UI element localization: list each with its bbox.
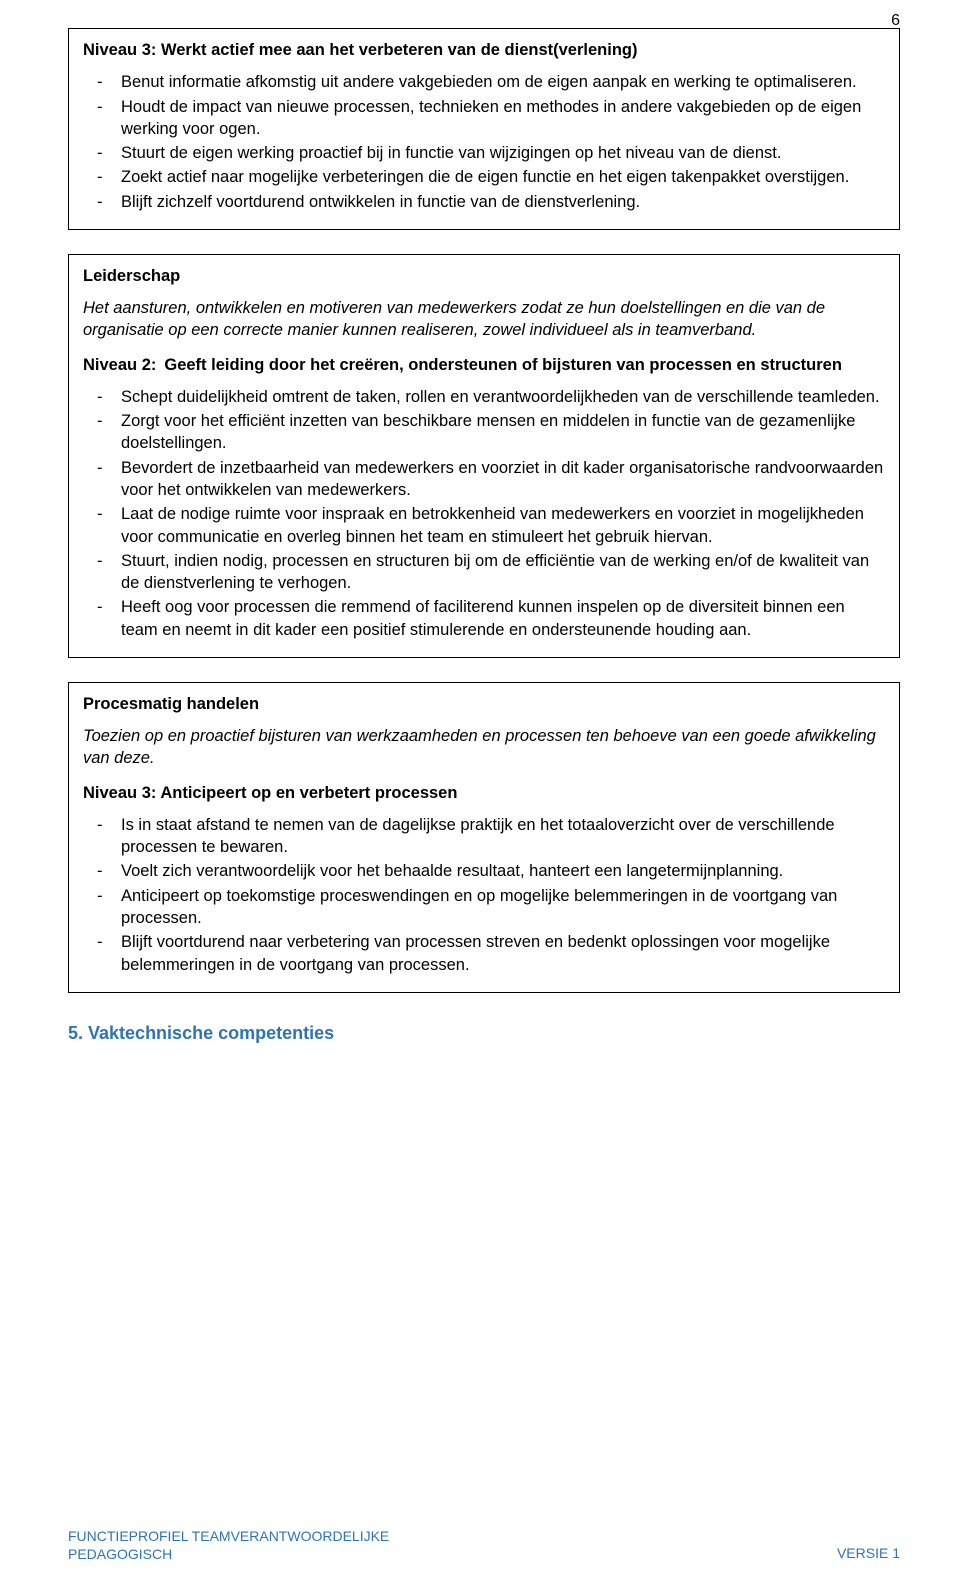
box3-heading: Procesmatig handelen: [83, 693, 885, 715]
footer-left: FUNCTIEPROFIEL TEAMVERANTWOORDELIJKE PED…: [68, 1528, 389, 1563]
niveau-text: Geeft leiding door het creëren, onderste…: [164, 354, 842, 376]
box3-intro: Toezien op en proactief bijsturen van we…: [83, 725, 885, 770]
page-number: 6: [891, 10, 900, 32]
list-item: Heeft oog voor processen die remmend of …: [83, 596, 885, 641]
list-item: Voelt zich verantwoordelijk voor het beh…: [83, 860, 885, 882]
list-item: Benut informatie afkomstig uit andere va…: [83, 71, 885, 93]
box3-niveau-title: Niveau 3: Anticipeert op en verbetert pr…: [83, 782, 885, 804]
footer-right: VERSIE 1: [837, 1544, 900, 1563]
list-item: Anticipeert op toekomstige proceswending…: [83, 885, 885, 930]
list-item: Houdt de impact van nieuwe processen, te…: [83, 96, 885, 141]
footer-left-line1: FUNCTIEPROFIEL TEAMVERANTWOORDELIJKE: [68, 1528, 389, 1544]
list-item: Zorgt voor het efficiënt inzetten van be…: [83, 410, 885, 455]
list-item: Blijft zichzelf voortdurend ontwikkelen …: [83, 191, 885, 213]
list-item: Stuurt de eigen werking proactief bij in…: [83, 142, 885, 164]
list-item: Zoekt actief naar mogelijke verbeteringe…: [83, 166, 885, 188]
box3-list: Is in staat afstand te nemen van de dage…: [83, 814, 885, 976]
page-footer: FUNCTIEPROFIEL TEAMVERANTWOORDELIJKE PED…: [68, 1528, 900, 1563]
section-5-heading: 5. Vaktechnische competenties: [68, 1021, 900, 1045]
niveau-label: Niveau 2:: [83, 354, 164, 376]
box-niveau3-dienstverbetering: Niveau 3: Werkt actief mee aan het verbe…: [68, 28, 900, 230]
page-container: 6 Niveau 3: Werkt actief mee aan het ver…: [0, 0, 960, 1581]
box1-title: Niveau 3: Werkt actief mee aan het verbe…: [83, 39, 885, 61]
list-item: Schept duidelijkheid omtrent de taken, r…: [83, 386, 885, 408]
list-item: Blijft voortdurend naar verbetering van …: [83, 931, 885, 976]
box1-list: Benut informatie afkomstig uit andere va…: [83, 71, 885, 213]
footer-left-line2: PEDAGOGISCH: [68, 1546, 172, 1562]
box2-heading: Leiderschap: [83, 265, 885, 287]
box2-niveau-heading: Niveau 2: Geeft leiding door het creëren…: [83, 354, 885, 376]
list-item: Bevordert de inzetbaarheid van medewerke…: [83, 457, 885, 502]
box-leiderschap: Leiderschap Het aansturen, ontwikkelen e…: [68, 254, 900, 658]
box2-intro: Het aansturen, ontwikkelen en motiveren …: [83, 297, 885, 342]
list-item: Laat de nodige ruimte voor inspraak en b…: [83, 503, 885, 548]
box2-list: Schept duidelijkheid omtrent de taken, r…: [83, 386, 885, 641]
list-item: Is in staat afstand te nemen van de dage…: [83, 814, 885, 859]
box-procesmatig-handelen: Procesmatig handelen Toezien op en proac…: [68, 682, 900, 993]
list-item: Stuurt, indien nodig, processen en struc…: [83, 550, 885, 595]
